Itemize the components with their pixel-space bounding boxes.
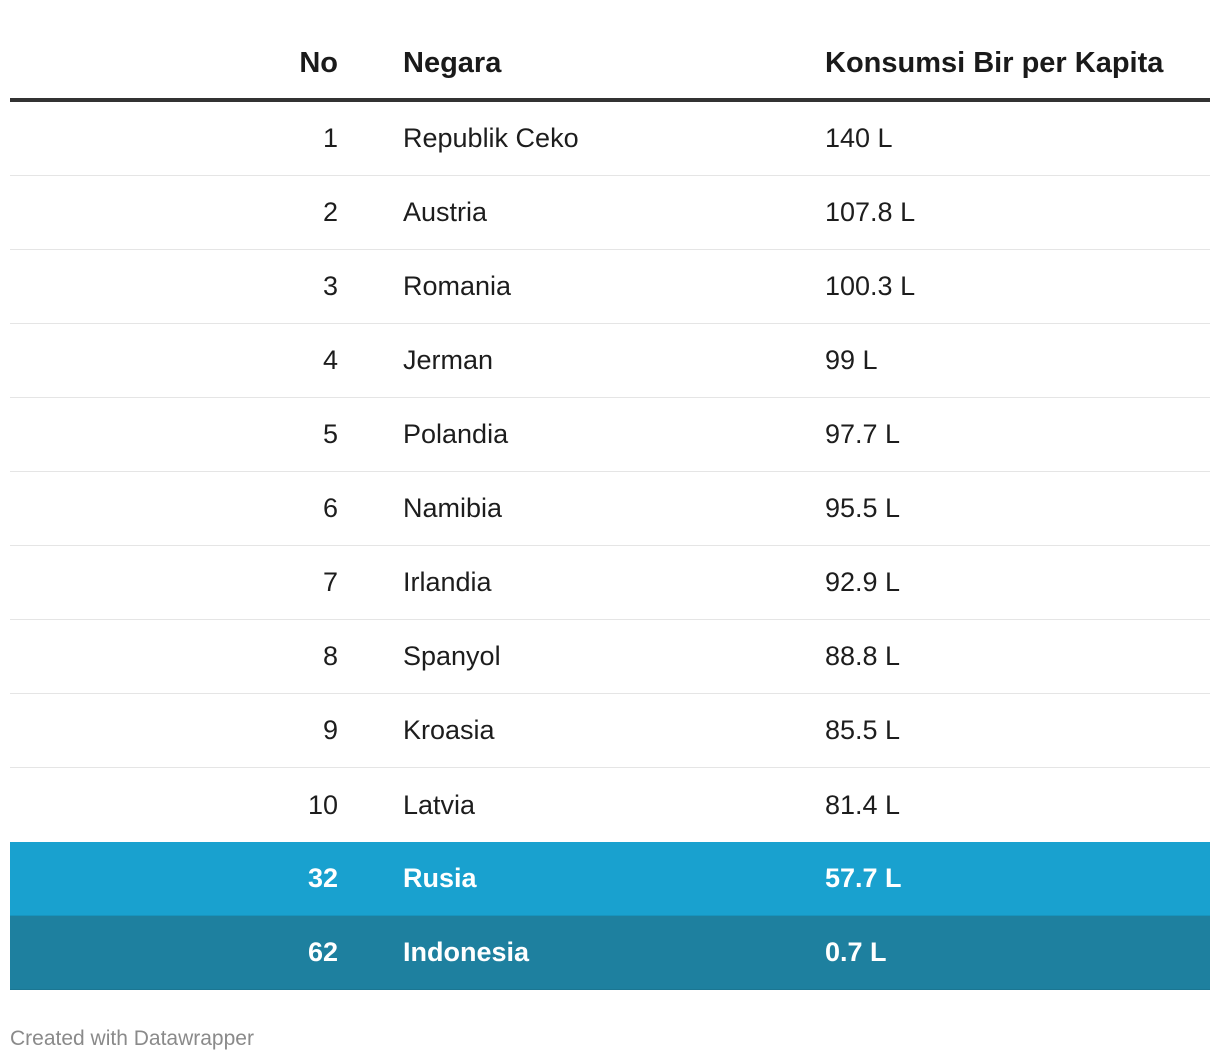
- cell-no: 6: [322, 493, 338, 523]
- header-negara[interactable]: Negara: [403, 46, 502, 79]
- cell-no: 5: [322, 419, 338, 449]
- table-row: 3 Romania 100.3 L: [10, 250, 1210, 324]
- cell-no: 62: [307, 937, 338, 967]
- cell-konsumsi: 100.3 L: [825, 271, 916, 301]
- cell-negara: Republik Ceko: [403, 123, 579, 153]
- cell-negara: Jerman: [403, 345, 494, 375]
- cell-no: 3: [322, 271, 338, 301]
- table-row: 6 Namibia 95.5 L: [10, 472, 1210, 546]
- cell-konsumsi: 57.7 L: [825, 863, 902, 893]
- cell-negara: Polandia: [403, 419, 509, 449]
- highlighted-row-rusia: 32 Rusia 57.7 L: [10, 842, 1210, 916]
- cell-negara: Irlandia: [403, 567, 492, 597]
- highlighted-row-indonesia: 62 Indonesia 0.7 L: [10, 916, 1210, 990]
- cell-no: 4: [322, 345, 338, 375]
- cell-negara: Spanyol: [403, 641, 501, 671]
- cell-no: 8: [322, 641, 338, 671]
- cell-konsumsi: 85.5 L: [825, 715, 901, 745]
- table-row: 9 Kroasia 85.5 L: [10, 694, 1210, 768]
- cell-no: 1: [322, 123, 338, 153]
- cell-konsumsi: 107.8 L: [825, 197, 916, 227]
- table-row: 1 Republik Ceko 140 L: [10, 102, 1210, 176]
- cell-negara: Namibia: [403, 493, 503, 523]
- cell-negara: Kroasia: [403, 715, 495, 745]
- table-row: 4 Jerman 99 L: [10, 324, 1210, 398]
- cell-negara: Austria: [403, 197, 488, 227]
- table-row: 8 Spanyol 88.8 L: [10, 620, 1210, 694]
- datawrapper-credit[interactable]: Created with Datawrapper: [10, 1027, 254, 1050]
- cell-negara: Indonesia: [403, 937, 530, 967]
- cell-konsumsi: 0.7 L: [825, 937, 887, 967]
- table-row: 2 Austria 107.8 L: [10, 176, 1210, 250]
- cell-konsumsi: 88.8 L: [825, 641, 901, 671]
- beer-consumption-table: No Negara Konsumsi Bir per Kapita 1 Repu…: [10, 28, 1210, 990]
- cell-no: 7: [322, 567, 338, 597]
- cell-konsumsi: 97.7 L: [825, 419, 901, 449]
- cell-no: 32: [307, 863, 338, 893]
- header-no[interactable]: No: [299, 46, 338, 79]
- cell-negara: Latvia: [403, 789, 476, 820]
- cell-no: 9: [322, 715, 338, 745]
- header-konsumsi[interactable]: Konsumsi Bir per Kapita: [825, 46, 1164, 79]
- table-header-row: No Negara Konsumsi Bir per Kapita: [10, 28, 1210, 102]
- table-row: 10 Latvia 81.4 L: [10, 768, 1210, 842]
- table-row: 5 Polandia 97.7 L: [10, 398, 1210, 472]
- cell-konsumsi: 92.9 L: [825, 567, 901, 597]
- cell-no: 10: [307, 789, 338, 820]
- cell-no: 2: [322, 197, 338, 227]
- table-row: 7 Irlandia 92.9 L: [10, 546, 1210, 620]
- cell-konsumsi: 140 L: [825, 123, 893, 153]
- cell-konsumsi: 95.5 L: [825, 493, 901, 523]
- cell-konsumsi: 81.4 L: [825, 789, 901, 820]
- cell-negara: Romania: [403, 271, 512, 301]
- cell-negara: Rusia: [403, 863, 477, 893]
- cell-konsumsi: 99 L: [825, 345, 878, 375]
